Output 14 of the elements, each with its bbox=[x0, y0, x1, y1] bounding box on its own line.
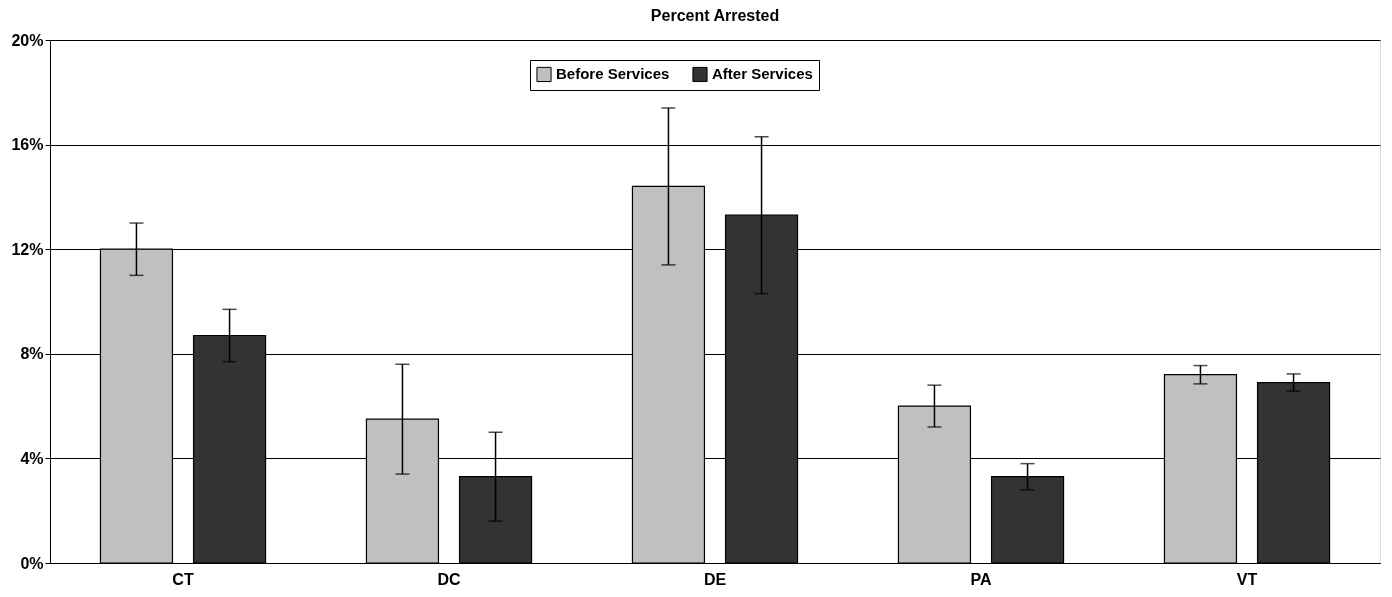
x-tick-label: DC bbox=[437, 570, 461, 588]
x-tick-label: CT bbox=[172, 570, 194, 588]
y-tick-label: 4% bbox=[20, 449, 44, 467]
chart-title: Percent Arrested bbox=[650, 7, 780, 24]
y-tick-label: 12% bbox=[11, 240, 44, 258]
legend-label: After Services bbox=[712, 65, 813, 83]
x-tick-label: DE bbox=[703, 570, 727, 588]
y-tick-label: 0% bbox=[20, 554, 44, 572]
legend-label: Before Services bbox=[556, 65, 670, 83]
y-tick-label: 8% bbox=[20, 345, 44, 363]
y-tick-label: 20% bbox=[11, 31, 44, 49]
y-tick-label: 16% bbox=[11, 136, 44, 154]
x-tick-label: VT bbox=[1236, 570, 1258, 588]
x-tick-label: PA bbox=[970, 570, 992, 588]
